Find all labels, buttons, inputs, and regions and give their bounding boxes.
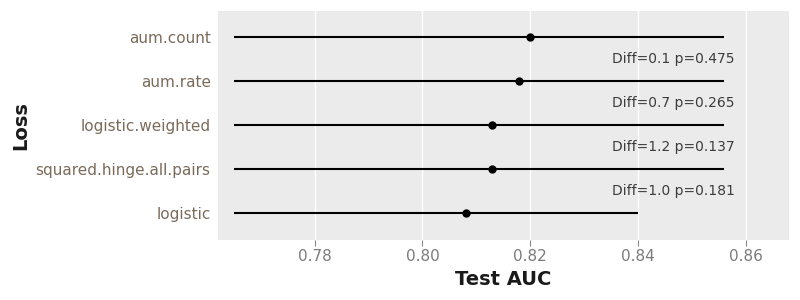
Text: Diff=0.7 p=0.265: Diff=0.7 p=0.265 <box>613 96 735 110</box>
Text: Diff=1.2 p=0.137: Diff=1.2 p=0.137 <box>612 140 735 154</box>
Y-axis label: Loss: Loss <box>11 101 30 150</box>
Text: Diff=1.0 p=0.181: Diff=1.0 p=0.181 <box>612 184 735 198</box>
X-axis label: Test AUC: Test AUC <box>455 270 551 289</box>
Text: Diff=0.1 p=0.475: Diff=0.1 p=0.475 <box>613 52 735 66</box>
